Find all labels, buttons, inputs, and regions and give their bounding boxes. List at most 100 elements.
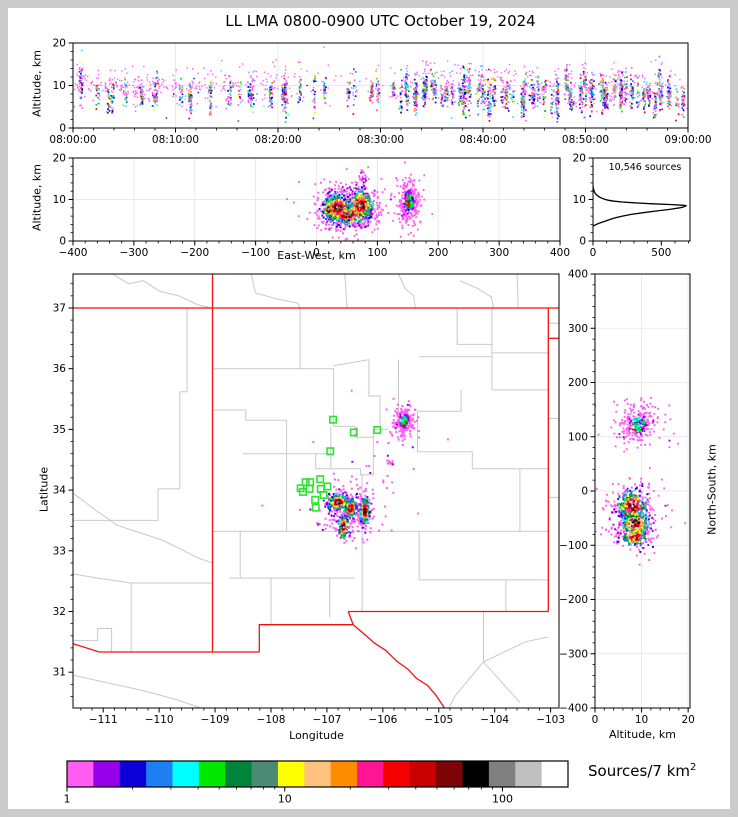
tick-label: 32 (53, 606, 66, 618)
tick-label: 09:00:00 (664, 134, 711, 146)
altitude-histogram (593, 185, 688, 227)
tick-label: −104 (480, 714, 509, 726)
tick-label: −100 (559, 540, 588, 552)
colorbar-segment (277, 761, 305, 787)
colorbar-segment (146, 761, 173, 787)
colorbar-label-exponent: 2 (690, 762, 697, 773)
tick-label: −200 (180, 247, 209, 259)
colorbar-segment (172, 761, 200, 787)
tick-label: 08:20:00 (254, 134, 301, 146)
tick-label: 0 (313, 247, 320, 259)
colorbar-segment (119, 761, 147, 787)
tick-label: 200 (428, 247, 448, 259)
tick-label: 300 (568, 323, 588, 335)
tick-label: −107 (312, 714, 341, 726)
tick-label: −400 (59, 247, 88, 259)
ew-altitude-axes (73, 158, 560, 241)
tick-label: 0 (581, 486, 588, 498)
tick-label: 20 (681, 714, 694, 726)
tick-label: 200 (568, 377, 588, 389)
tick-label: 31 (53, 667, 66, 679)
ew-panel-ylabel: Altitude, km (30, 163, 44, 232)
time-altitude-axes (73, 43, 688, 128)
tick-label: −108 (257, 714, 286, 726)
tick-label: 08:30:00 (357, 134, 404, 146)
ns-altitude-points (595, 396, 687, 566)
time-altitude-frame: 08:00:00 08:10:00 08:20:00 08:30:00 08:40:00… (49, 38, 711, 147)
ns-panel-ylabel: North-South, km (705, 444, 719, 535)
tick-label: 500 (651, 247, 671, 259)
tick-label: 20 (53, 38, 66, 50)
map-panel-ylabel: Latitude (37, 466, 51, 513)
tick-label: 0 (590, 247, 597, 259)
colorbar-segment (383, 761, 411, 787)
ns-altitude-frame: 0 10 20 −400 −300 −200 −100 0 100 200 300 400 (559, 269, 695, 727)
tick-label: 10 (53, 194, 66, 206)
source-count-annotation: 10,546 sources (608, 162, 682, 173)
time-altitude-points (73, 46, 688, 123)
tick-label: −103 (536, 714, 565, 726)
tick-label: −109 (201, 714, 230, 726)
colorbar-label: Sources/7 km2 (588, 762, 696, 780)
tick-label: 0 (592, 714, 599, 726)
tick-label: −300 (119, 247, 148, 259)
tick-label: 10 (53, 80, 66, 92)
tick-label: −110 (145, 714, 174, 726)
tick-label: 300 (489, 247, 509, 259)
colorbar-segment (462, 761, 490, 787)
ns-altitude-axes (595, 274, 690, 708)
tick-label: −400 (559, 703, 588, 715)
tick-label: −111 (89, 714, 118, 726)
tick-label: 100 (568, 431, 588, 443)
colorbar-segment (67, 761, 94, 787)
ew-panel-xlabel: East-West, km (277, 249, 356, 262)
tick-label: 400 (550, 247, 570, 259)
tick-label: 0 (59, 123, 66, 135)
tick-label: −105 (424, 714, 453, 726)
tick-label: −200 (559, 594, 588, 606)
tick-label: 35 (53, 424, 66, 436)
colorbar-segment (357, 761, 384, 787)
colorbar: 1 10 100 (64, 760, 569, 806)
tick-label: 08:40:00 (459, 134, 506, 146)
colorbar-segment (330, 761, 358, 787)
tick-label: 10 (635, 714, 648, 726)
tick-label: 0 (59, 236, 66, 248)
tick-label: −106 (368, 714, 397, 726)
colorbar-segment (515, 761, 543, 787)
alt-histogram-frame: 0 500 0 10 20 (573, 153, 691, 259)
colorbar-segment (251, 761, 279, 787)
tick-label: 100 (367, 247, 387, 259)
tick-label: 08:50:00 (562, 134, 609, 146)
colorbar-segment (541, 761, 569, 787)
map-panel-xlabel: Longitude (289, 729, 344, 742)
figure-title: LL LMA 0800-0900 UTC October 19, 2024 (225, 12, 536, 30)
lma-station-markers (296, 415, 382, 512)
tick-label: 100 (492, 793, 513, 806)
colorbar-segment (488, 761, 516, 787)
ew-altitude-frame: −400 −300 −200 −100 0 100 200 300 400 0 10 20 (53, 153, 570, 260)
colorbar-label-base: Sources/7 km (588, 762, 690, 780)
colorbar-segment (409, 761, 437, 787)
ns-panel-xlabel: Altitude, km (608, 728, 677, 741)
map-content (73, 274, 559, 708)
tick-label: 20 (53, 153, 66, 165)
tick-label: 36 (53, 363, 67, 375)
colorbar-segment (225, 761, 253, 787)
tick-label: 10 (278, 793, 292, 806)
tick-label: 33 (53, 545, 66, 557)
ew-altitude-points (286, 161, 434, 241)
tick-label: 1 (64, 793, 71, 806)
tick-label: 37 (53, 302, 66, 314)
histogram-curve (593, 185, 688, 227)
tick-label: 08:00:00 (49, 134, 96, 146)
map-source-points (261, 389, 449, 550)
tick-label: 08:10:00 (152, 134, 199, 146)
map-frame: −111 −110 −109 −108 −107 −106 −105 −104 −103 31 32… (53, 273, 565, 726)
state-borders (73, 274, 559, 708)
colorbar-segment (304, 761, 332, 787)
tick-label: −100 (241, 247, 270, 259)
tick-label: 400 (568, 269, 588, 281)
